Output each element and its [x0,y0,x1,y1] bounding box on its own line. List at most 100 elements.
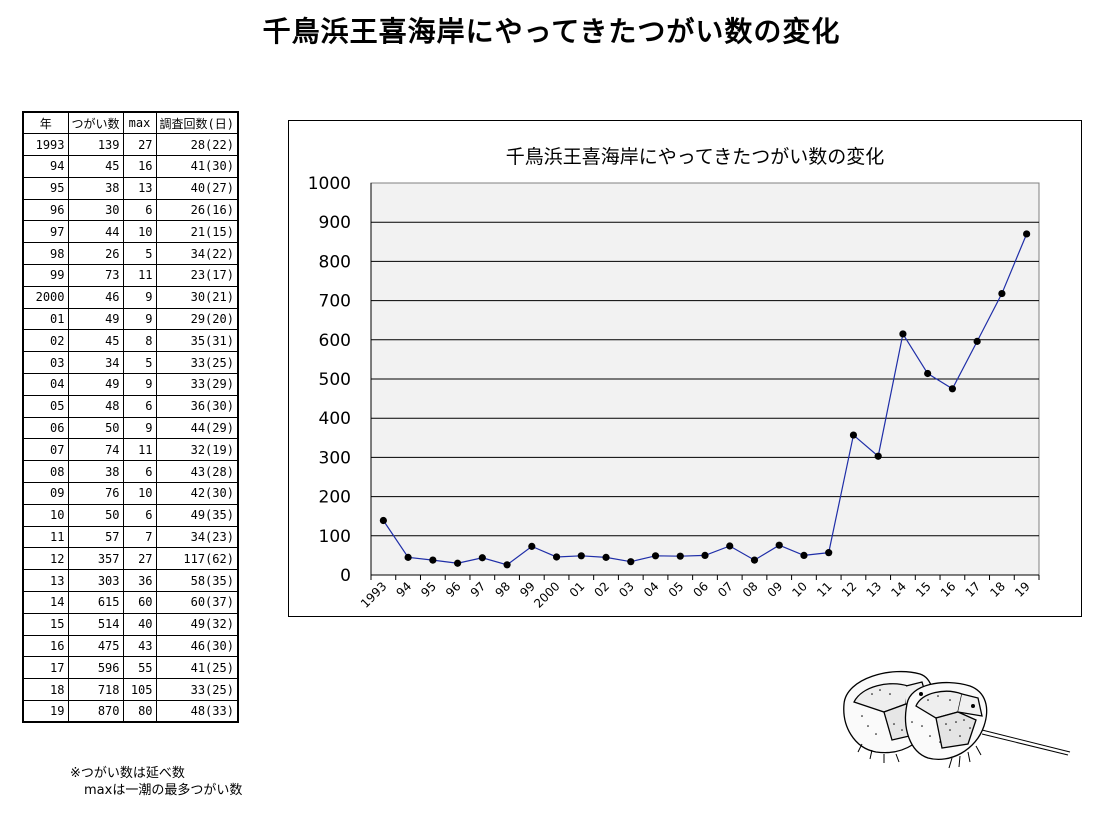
table-cell-max: 16 [122,155,157,178]
table-cell-year: 02 [22,329,69,353]
table-cell-year: 05 [22,394,69,418]
table-cell-surveys: 117(62) [155,547,239,571]
table-row: 13 303 36 58(35) [22,569,239,593]
table-cell-pairs: 615 [67,591,124,614]
data-point [404,553,412,561]
data-point [453,559,462,567]
table-row: 1993 139 27 28(22) [22,133,239,157]
table-cell-pairs: 303 [67,569,124,593]
chart-title: 千鳥浜王喜海岸にやってきたつがい数の変化 [506,146,884,168]
chart-container: 千鳥浜王喜海岸にやってきたつがい数の変化 0 100 200 300 400 500 600 7… [288,120,1082,617]
table-cell-max: 11 [122,264,157,287]
table-cell-surveys: 46(30) [155,634,239,658]
table-cell-max: 10 [122,220,157,244]
x-tick-label: 07 [715,579,736,600]
table-row: 08 38 6 43(28) [22,460,239,484]
table-cell-pairs: 73 [67,264,124,287]
data-point [701,551,709,559]
data-point [800,551,808,559]
table-cell-surveys: 33(29) [155,373,239,396]
table-cell-pairs: 50 [67,416,124,440]
table-row: 06 50 9 44(29) [22,416,239,440]
table-cell-pairs: 38 [67,176,124,200]
data-point [998,289,1006,298]
data-point [750,556,759,564]
table-header-max: max [122,111,157,135]
table-cell-max: 5 [122,242,157,266]
notes: ※つがい数は延べ数 maxは一潮の最多つがい数 [70,765,242,799]
x-tick-label: 98 [492,579,513,600]
data-point [528,542,536,550]
data-point [948,385,957,393]
table-cell-max: 9 [122,285,157,309]
table-cell-year: 99 [22,264,69,287]
table-cell-pairs: 870 [67,700,124,724]
data-point [577,552,585,560]
table-cell-surveys: 42(30) [155,482,239,505]
data-point [973,337,981,345]
data-point [849,431,858,439]
table-cell-surveys: 30(21) [155,285,239,309]
table-cell-max: 27 [122,133,157,157]
table-cell-surveys: 44(29) [155,416,239,440]
table-row: 12 357 27 117(62) [22,547,239,571]
table-row: 2000 46 9 30(21) [22,285,239,309]
table-cell-year: 12 [22,547,69,571]
table-cell-pairs: 26 [67,242,124,266]
y-tick-label: 600 [319,331,351,351]
x-tick-label: 08 [740,579,761,600]
table-cell-year: 06 [22,416,69,440]
y-tick-label: 100 [319,527,351,547]
table-cell-year: 14 [22,591,69,614]
table-row: 11 57 7 34(23) [22,525,239,549]
y-tick-label: 200 [319,488,351,508]
table-cell-max: 6 [122,460,157,484]
table-cell-surveys: 43(28) [155,460,239,484]
table-cell-year: 2000 [22,285,69,309]
x-tick-label: 03 [616,579,637,600]
data-point [478,554,486,562]
table-cell-max: 43 [122,634,157,658]
table-cell-surveys: 48(33) [155,700,239,724]
table-cell-pairs: 74 [67,438,124,462]
table-cell-surveys: 49(35) [155,503,239,527]
x-tick-label: 95 [418,579,439,600]
table-body: 1993 139 27 28(22) 94 45 16 41(30) 95 38 13 40(27) 9… [22,133,239,724]
x-tick-label: 16 [938,579,959,600]
data-point [676,552,684,560]
table-cell-pairs: 49 [67,307,124,331]
table-cell-surveys: 21(15) [155,220,239,244]
table-cell-surveys: 40(27) [155,176,239,200]
table-cell-pairs: 718 [67,678,124,702]
table-row: 19 870 80 48(33) [22,700,239,724]
data-point [775,541,783,549]
table-cell-surveys: 34(23) [155,525,239,549]
table-cell-surveys: 41(25) [155,656,239,680]
x-tick-label: 18 [987,579,1008,600]
table-cell-surveys: 23(17) [155,264,239,287]
table-cell-pairs: 30 [67,198,124,222]
x-tick-label: 17 [963,579,984,600]
line-chart: 千鳥浜王喜海岸にやってきたつがい数の変化 0 100 200 300 400 500 600 7… [308,146,1040,611]
data-point [899,330,907,338]
table-cell-pairs: 45 [67,155,124,178]
table-cell-year: 16 [22,634,69,658]
table-row: 95 38 13 40(27) [22,176,239,200]
table-cell-max: 11 [122,438,157,462]
x-tick-label: 94 [394,579,415,600]
table-cell-pairs: 139 [67,133,124,157]
table-cell-year: 98 [22,242,69,266]
table-row: 18 718 105 33(25) [22,678,239,702]
table-cell-max: 55 [122,656,157,680]
x-tick-label: 2000 [531,579,562,610]
table-cell-max: 10 [122,482,157,505]
data-point [379,516,387,525]
table-row: 16 475 43 46(30) [22,634,239,658]
table-cell-year: 07 [22,438,69,462]
data-point [552,553,561,561]
table-cell-year: 10 [22,503,69,527]
table-cell-year: 15 [22,612,69,636]
data-point [503,561,511,569]
table-row: 01 49 9 29(20) [22,307,239,331]
table-cell-pairs: 475 [67,634,124,658]
